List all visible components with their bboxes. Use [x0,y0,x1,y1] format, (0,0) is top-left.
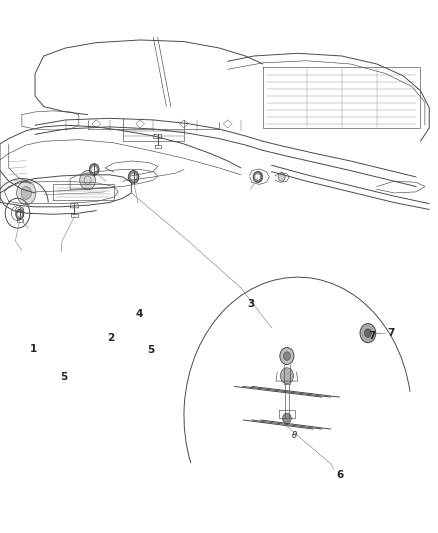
Circle shape [283,413,291,424]
Text: 6: 6 [336,471,344,480]
Circle shape [131,174,136,180]
Text: 1: 1 [30,344,37,354]
Text: 7: 7 [387,328,394,338]
Circle shape [128,171,139,183]
Text: $\theta$: $\theta$ [291,429,298,440]
Text: 3: 3 [247,299,255,309]
Text: 5: 5 [147,345,154,355]
Circle shape [80,171,95,190]
Circle shape [92,166,96,172]
Circle shape [16,209,24,219]
Text: 2: 2 [107,334,115,343]
Text: 4: 4 [136,310,143,319]
Circle shape [364,329,371,337]
Circle shape [280,348,294,365]
Circle shape [278,173,285,181]
Circle shape [17,181,36,205]
Circle shape [255,174,260,180]
Text: 7: 7 [368,331,375,341]
Circle shape [89,164,99,175]
Circle shape [283,352,290,360]
Text: 5: 5 [60,372,68,382]
Circle shape [254,172,263,182]
Circle shape [280,368,293,384]
Circle shape [253,172,262,182]
Circle shape [21,187,32,199]
Circle shape [18,212,22,217]
Circle shape [360,324,376,343]
